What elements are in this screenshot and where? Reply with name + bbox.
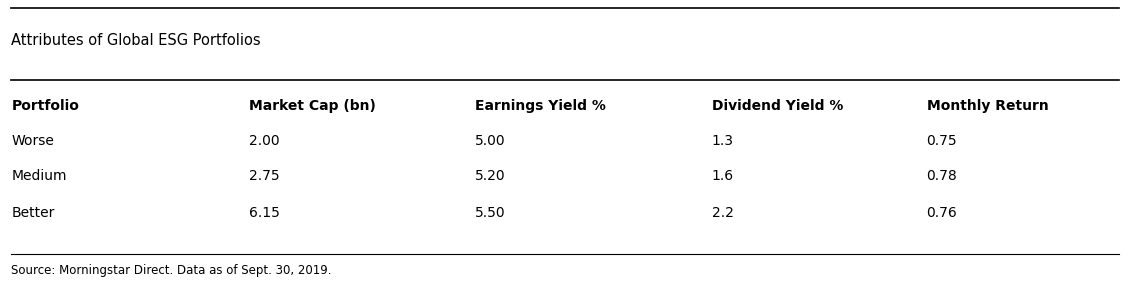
Text: 2.75: 2.75 — [249, 169, 279, 183]
Text: 0.78: 0.78 — [927, 169, 957, 183]
Text: 0.75: 0.75 — [927, 134, 957, 148]
Text: 0.76: 0.76 — [927, 206, 957, 220]
Text: Worse: Worse — [11, 134, 54, 148]
Text: Market Cap (bn): Market Cap (bn) — [249, 99, 375, 113]
Text: Monthly Return: Monthly Return — [927, 99, 1049, 113]
Text: Dividend Yield %: Dividend Yield % — [712, 99, 843, 113]
Text: 1.3: 1.3 — [712, 134, 733, 148]
Text: 5.50: 5.50 — [475, 206, 505, 220]
Text: 2.00: 2.00 — [249, 134, 279, 148]
Text: Medium: Medium — [11, 169, 67, 183]
Text: Source: Morningstar Direct. Data as of Sept. 30, 2019.: Source: Morningstar Direct. Data as of S… — [11, 264, 332, 277]
Text: 2.2: 2.2 — [712, 206, 733, 220]
Text: Attributes of Global ESG Portfolios: Attributes of Global ESG Portfolios — [11, 33, 261, 49]
Text: Earnings Yield %: Earnings Yield % — [475, 99, 606, 113]
Text: Better: Better — [11, 206, 54, 220]
Text: 6.15: 6.15 — [249, 206, 279, 220]
Text: 5.00: 5.00 — [475, 134, 505, 148]
Text: 1.6: 1.6 — [712, 169, 734, 183]
Text: Portfolio: Portfolio — [11, 99, 79, 113]
Text: 5.20: 5.20 — [475, 169, 505, 183]
